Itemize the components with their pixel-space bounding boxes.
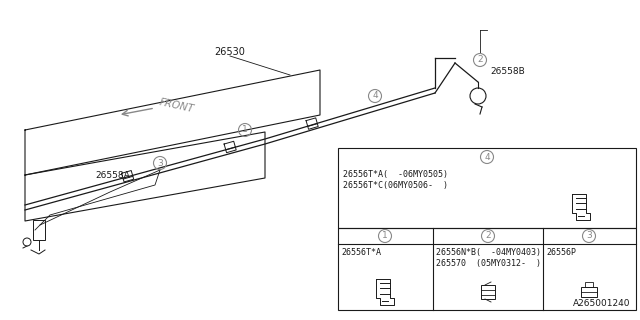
- Bar: [585, 282, 593, 287]
- Bar: [33, 220, 45, 240]
- Text: 2: 2: [485, 231, 491, 241]
- Text: 26558B: 26558B: [490, 68, 525, 76]
- Text: 265570  (05MY0312-  ): 265570 (05MY0312- ): [436, 259, 541, 268]
- Text: 26558A: 26558A: [95, 171, 130, 180]
- Text: 1: 1: [242, 125, 248, 134]
- Text: 2: 2: [477, 55, 483, 65]
- Text: 26556T*A(  -06MY0505): 26556T*A( -06MY0505): [343, 170, 448, 179]
- Bar: [581, 287, 597, 297]
- Text: 26556T*C(06MY0506-  ): 26556T*C(06MY0506- ): [343, 181, 448, 190]
- Text: 1: 1: [382, 231, 388, 241]
- Text: A265001240: A265001240: [573, 299, 630, 308]
- Text: 26556T*A: 26556T*A: [341, 248, 381, 257]
- Text: 4: 4: [372, 92, 378, 100]
- Text: FRONT: FRONT: [158, 97, 195, 115]
- Text: 26530: 26530: [214, 47, 245, 57]
- Bar: [481, 285, 495, 299]
- Text: 3: 3: [586, 231, 592, 241]
- Bar: [338, 148, 636, 228]
- Text: 3: 3: [157, 158, 163, 167]
- Text: 4: 4: [484, 153, 490, 162]
- Text: 26556N*B(  -04MY0403): 26556N*B( -04MY0403): [436, 248, 541, 257]
- Bar: [338, 228, 636, 310]
- Text: 26556P: 26556P: [546, 248, 576, 257]
